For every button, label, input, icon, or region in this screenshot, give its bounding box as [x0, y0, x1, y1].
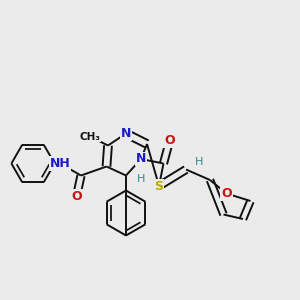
Text: N: N [121, 127, 131, 140]
Text: O: O [164, 134, 175, 148]
Text: S: S [154, 179, 164, 193]
Text: CH₃: CH₃ [80, 131, 100, 142]
Text: H: H [195, 157, 204, 167]
Text: O: O [221, 187, 232, 200]
Text: NH: NH [50, 157, 70, 170]
Text: N: N [136, 152, 146, 166]
Text: O: O [71, 190, 82, 203]
Text: H: H [137, 173, 145, 184]
